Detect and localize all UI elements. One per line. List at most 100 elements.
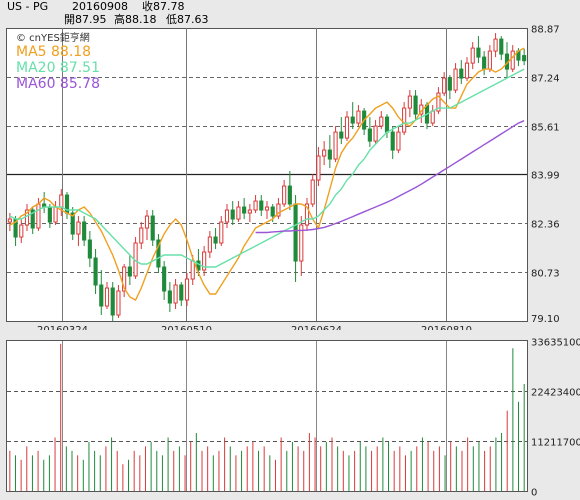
ma-line-ma60 bbox=[255, 120, 525, 234]
candle-down bbox=[213, 236, 218, 244]
candle-up bbox=[379, 116, 384, 127]
symbol-label: US - PG bbox=[7, 0, 49, 13]
candle-up bbox=[184, 278, 190, 301]
price-x-tick: 20160324 bbox=[37, 325, 88, 330]
candle-down bbox=[287, 185, 292, 205]
candle-up bbox=[333, 131, 338, 160]
low-value: 低87.63 bbox=[166, 13, 209, 26]
price-y-tick: 87.24 bbox=[531, 74, 560, 85]
price-y-tick: 85.61 bbox=[531, 123, 560, 134]
candle-up bbox=[436, 92, 441, 112]
candle-up bbox=[464, 62, 470, 79]
candle-up bbox=[53, 206, 58, 223]
chart-header: US - PG 20160908 收87.78 開87.95 高88.18 低8… bbox=[0, 1, 580, 27]
candle-down bbox=[150, 215, 155, 241]
candle-up bbox=[36, 203, 41, 229]
candle-up bbox=[373, 125, 378, 142]
price-y-tick: 83.99 bbox=[531, 171, 560, 182]
candle-down bbox=[99, 284, 104, 307]
candle-down bbox=[82, 221, 87, 241]
candle-up bbox=[407, 95, 412, 109]
candle-up bbox=[104, 287, 110, 307]
candle-up bbox=[173, 284, 178, 304]
candle-down bbox=[156, 239, 161, 268]
candle-up bbox=[487, 50, 492, 70]
candle-up bbox=[219, 221, 224, 244]
legend-ma5: MA5 88.18 bbox=[16, 44, 91, 60]
candle-down bbox=[293, 203, 298, 262]
legend-ma60: MA60 85.78 bbox=[16, 76, 100, 92]
ma-line-ma5 bbox=[9, 47, 525, 301]
candle-down bbox=[30, 209, 35, 229]
price-y-tick: 88.87 bbox=[531, 25, 560, 36]
candle-down bbox=[179, 284, 184, 301]
candle-up bbox=[396, 131, 401, 151]
candle-up bbox=[493, 38, 498, 52]
candle-up bbox=[190, 260, 195, 280]
price-x-tick: 20160810 bbox=[421, 325, 472, 330]
candle-down bbox=[350, 116, 355, 124]
candle-down bbox=[93, 257, 98, 286]
candle-down bbox=[259, 200, 264, 211]
price-chart: 88.87 87.24 85.61 83.99 82.36 80.73 79.10 2016… bbox=[6, 25, 560, 330]
candle-up bbox=[430, 110, 435, 124]
candle-down bbox=[167, 290, 172, 304]
close-value: 收87.78 bbox=[142, 0, 185, 13]
brand-watermark: © cnYES鉅亨網 bbox=[16, 31, 90, 44]
candle-up bbox=[144, 215, 150, 229]
candle-down bbox=[327, 149, 332, 160]
candle-down bbox=[459, 68, 464, 79]
high-value: 高88.18 bbox=[114, 13, 157, 26]
volume-y-tick: 22423400 bbox=[531, 388, 580, 399]
volume-panel-frame bbox=[6, 340, 528, 492]
candle-up bbox=[344, 116, 350, 139]
candle-down bbox=[522, 55, 527, 62]
candle-up bbox=[207, 236, 212, 253]
open-value: 開87.95 bbox=[64, 13, 107, 26]
candle-up bbox=[19, 224, 24, 238]
candle-down bbox=[367, 128, 372, 142]
price-y-tick: 80.73 bbox=[531, 269, 560, 280]
candle-up bbox=[236, 206, 241, 220]
candle-down bbox=[87, 239, 92, 259]
candle-up bbox=[7, 218, 12, 223]
candle-up bbox=[253, 200, 258, 211]
candle-down bbox=[230, 209, 235, 220]
price-y-tick: 82.36 bbox=[531, 220, 560, 231]
candle-up bbox=[402, 107, 407, 133]
candle-down bbox=[476, 47, 481, 58]
candle-up bbox=[442, 77, 447, 94]
candle-down bbox=[384, 116, 390, 133]
price-y-tick: 79.10 bbox=[531, 314, 560, 325]
candle-down bbox=[482, 56, 487, 70]
candle-up bbox=[59, 194, 64, 208]
candle-up bbox=[276, 203, 281, 217]
candle-up bbox=[264, 206, 270, 211]
candle-down bbox=[162, 266, 167, 292]
candle-down bbox=[390, 131, 395, 151]
candle-down bbox=[447, 77, 452, 91]
price-x-tick: 20160510 bbox=[161, 325, 212, 330]
ma-line-ma20 bbox=[9, 68, 525, 268]
date-label: 20160908 bbox=[72, 0, 128, 13]
candle-up bbox=[310, 179, 315, 205]
candle-up bbox=[470, 47, 475, 64]
candle-up bbox=[139, 227, 144, 244]
candle-up bbox=[122, 266, 127, 292]
candle-up bbox=[510, 50, 515, 70]
candle-up bbox=[322, 149, 327, 157]
volume-y-tick: 33635100 bbox=[531, 338, 580, 349]
candle-up bbox=[453, 68, 458, 91]
candle-down bbox=[270, 206, 275, 217]
candle-down bbox=[339, 131, 344, 139]
candle-down bbox=[242, 206, 247, 214]
candle-down bbox=[110, 287, 115, 316]
candle-up bbox=[202, 251, 207, 271]
candle-down bbox=[127, 266, 132, 277]
candle-up bbox=[224, 209, 230, 223]
candle-down bbox=[499, 38, 504, 55]
volume-chart: 33635100 22423400 11211700 0 bbox=[6, 338, 580, 499]
price-x-tick: 20160624 bbox=[291, 325, 342, 330]
candle-up bbox=[247, 209, 252, 214]
candle-up bbox=[316, 155, 321, 181]
